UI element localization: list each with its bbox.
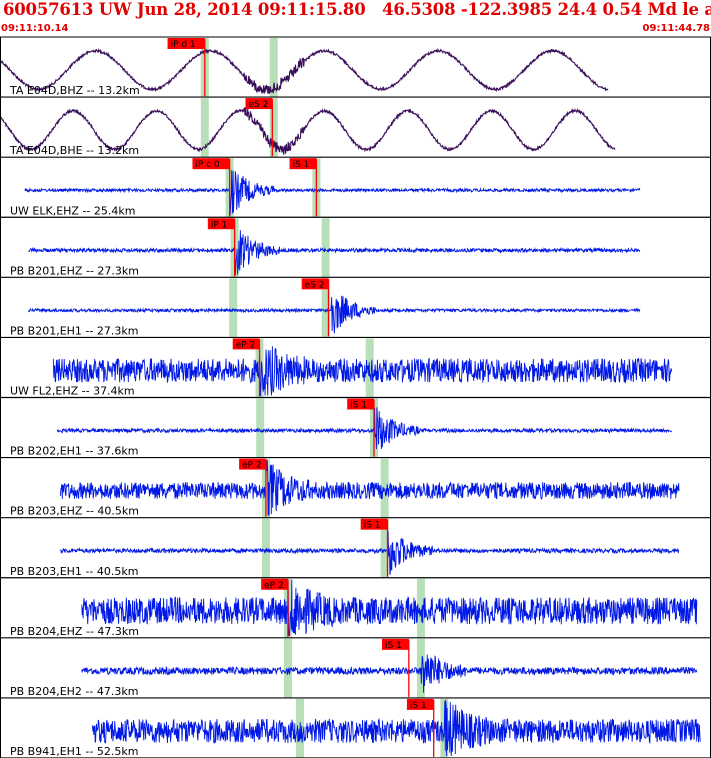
pick-flag[interactable] <box>289 158 317 170</box>
pick-flag[interactable] <box>261 578 288 590</box>
pick-flag-label: iS 1 <box>364 521 381 531</box>
pick-flag-label: eP 2 <box>264 581 284 591</box>
pick-flag-label: iS 1 <box>350 401 367 411</box>
pick-flag[interactable] <box>382 638 409 650</box>
pick-flag[interactable] <box>245 98 273 110</box>
s-pick-window <box>416 578 425 638</box>
pick-flag-label: iS 1 <box>293 160 310 170</box>
waveform-trace[interactable] <box>81 654 698 693</box>
pick-flag[interactable] <box>207 218 235 230</box>
waveform-trace[interactable] <box>52 346 673 396</box>
waveform-trace[interactable] <box>0 47 609 95</box>
pick-flag-label: iS 1 <box>410 701 427 711</box>
station-label: UW FL2,EHZ -- 37.4km <box>10 385 135 398</box>
waveform-trace[interactable] <box>59 531 680 575</box>
s-pick-window <box>269 38 278 98</box>
waveform-trace[interactable] <box>81 579 698 636</box>
station-label: UW ELK,EHZ -- 25.4km <box>10 204 135 217</box>
pick-flag[interactable] <box>192 158 230 170</box>
station-label: TA E04D,BHZ -- 13.2km <box>9 84 140 97</box>
p-pick-window <box>283 638 292 698</box>
station-label: PB B201,EH1 -- 27.3km <box>10 324 138 337</box>
p-pick-window <box>261 518 270 578</box>
pick-flag-label: eS 2 <box>249 100 269 110</box>
s-pick-window <box>321 218 330 278</box>
waveform-trace[interactable] <box>56 407 673 450</box>
pick-flag[interactable] <box>360 518 388 530</box>
station-label: PB B204,EHZ -- 47.3km <box>10 625 139 638</box>
waveform-trace[interactable] <box>24 170 641 216</box>
s-pick-window <box>380 518 389 578</box>
window-end-time: 09:11:44.78 <box>642 23 710 34</box>
pick-flag-label: eP 2 <box>242 461 262 471</box>
p-pick-window <box>229 278 238 338</box>
s-pick-window <box>269 98 278 158</box>
station-label: PB B203,EH1 -- 40.5km <box>10 565 138 578</box>
pick-flag[interactable] <box>406 698 434 710</box>
station-label: PB B201,EHZ -- 27.3km <box>10 264 139 277</box>
waveform-trace[interactable] <box>27 295 641 334</box>
pick-flag[interactable] <box>239 458 266 470</box>
waveform-trace[interactable] <box>0 106 616 155</box>
station-label: PB B202,EH1 -- 37.6km <box>10 445 138 458</box>
station-label: PB B941,EH1 -- 52.5km <box>10 745 138 758</box>
s-pick-window <box>321 278 330 338</box>
window-start-time: 09:11:10.14 <box>1 23 69 34</box>
pick-flag[interactable] <box>232 338 260 350</box>
pick-flag[interactable] <box>347 398 374 410</box>
waveform-trace[interactable] <box>59 459 680 516</box>
waveform-trace[interactable] <box>28 229 641 276</box>
pick-flag-label: iP c 0 <box>195 160 220 170</box>
pick-flag-label: iS 1 <box>385 641 402 651</box>
station-label: PB B203,EHZ -- 40.5km <box>10 505 139 518</box>
p-pick-window <box>256 398 265 458</box>
pick-flag-label: eP 2 <box>236 340 256 350</box>
waveform-trace[interactable] <box>91 699 701 757</box>
pick-flag-label: eS 2 <box>305 280 325 290</box>
station-label: TA E04D,BHE -- 13.2km <box>9 144 139 157</box>
event-header-title: 60057613 UW Jun 28, 2014 09:11:15.80 46.… <box>3 0 711 19</box>
pick-flag-label: iP d 1 <box>171 40 196 50</box>
s-pick-window <box>380 458 389 518</box>
pick-flag[interactable] <box>167 38 205 49</box>
station-label: PB B204,EH2 -- 47.3km <box>10 685 138 698</box>
p-pick-window <box>200 98 209 158</box>
pick-flag[interactable] <box>301 278 329 290</box>
pick-flag-label: iP 1 <box>211 220 228 230</box>
